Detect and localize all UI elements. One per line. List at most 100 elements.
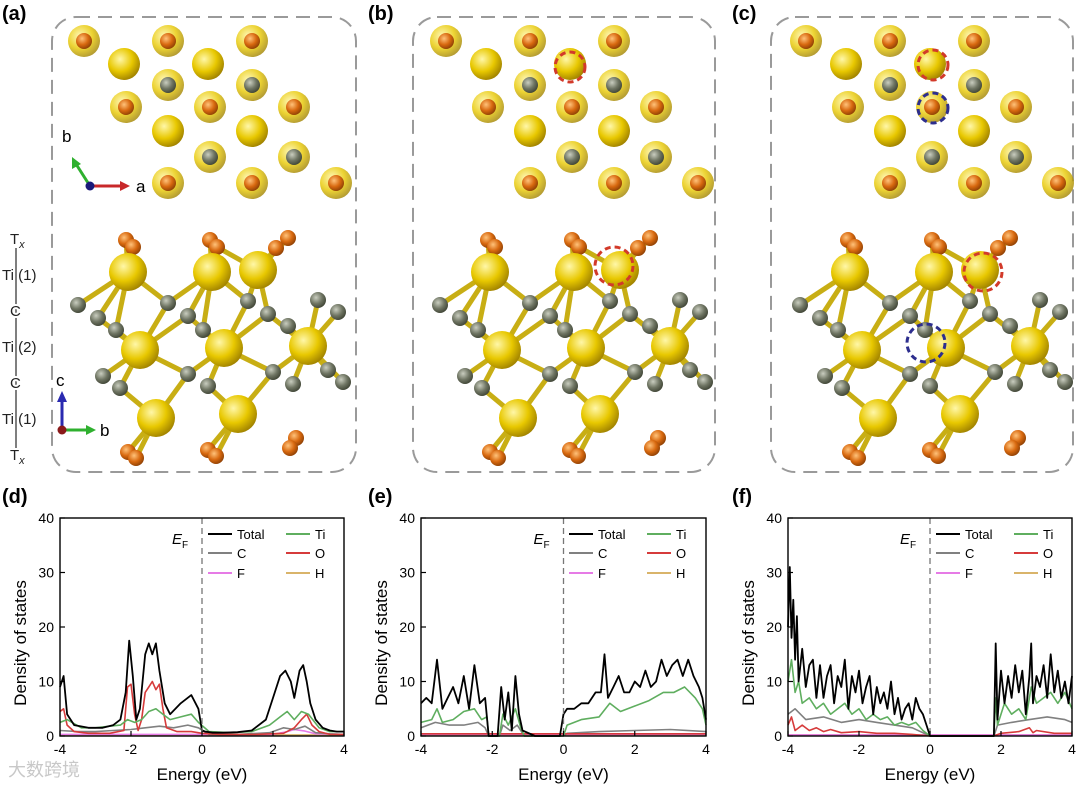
fermi-label: EF: [172, 531, 188, 551]
legend-label-o: O: [1043, 546, 1053, 561]
frame-b: [412, 16, 716, 473]
carbon-atom: [457, 368, 473, 384]
panel-label-e: (e): [368, 486, 392, 508]
c-axis-arrowhead: [57, 391, 67, 402]
x-tick-label: 0: [198, 741, 206, 757]
legend-label-ti: Ti: [315, 527, 325, 542]
carbon-atom: [310, 292, 326, 308]
legend-label-total: Total: [965, 527, 993, 542]
legend-label-c: C: [965, 546, 974, 561]
axis-origin: [85, 181, 95, 191]
carbon-atom: [564, 149, 580, 165]
carbon-atom: [982, 306, 998, 322]
y-tick-label: 30: [399, 565, 415, 581]
carbon-atom: [902, 308, 918, 324]
carbon-atom: [95, 368, 111, 384]
ti-atom: [927, 329, 965, 367]
carbon-atom: [672, 292, 688, 308]
legend-label-f: F: [598, 566, 606, 581]
legend-label-o: O: [315, 546, 325, 561]
legend-label-f: F: [237, 566, 245, 581]
carbon-atom: [1057, 374, 1073, 390]
oxygen-atom: [966, 33, 982, 49]
y-tick-label: 40: [399, 510, 415, 526]
panel-label-a: (a): [2, 3, 26, 25]
oxygen-atom: [125, 239, 141, 255]
carbon-atom: [882, 77, 898, 93]
carbon-atom: [622, 306, 638, 322]
defect-marker-blue: [916, 91, 950, 125]
carbon-atom: [240, 293, 256, 309]
carbon-atom: [522, 77, 538, 93]
fermi-label: EF: [900, 531, 916, 551]
layer-label-ti1-bottom: Ti (1): [2, 411, 36, 428]
oxygen-atom: [160, 175, 176, 191]
ti-atom: [289, 327, 327, 365]
structure-panel-b: [430, 25, 714, 466]
ti-atom: [555, 253, 593, 291]
legend-label-o: O: [676, 546, 686, 561]
series-line-total: [420, 653, 707, 737]
ti-atom: [830, 48, 862, 80]
y-tick-label: 20: [38, 619, 54, 635]
ti-atom: [651, 327, 689, 365]
defect-marker-red: [962, 251, 1004, 293]
oxygen-atom: [1050, 175, 1066, 191]
layer-label-c-top: C: [10, 303, 21, 320]
layer-label-ti1-top: Ti (1): [2, 267, 36, 284]
defect-marker-blue: [905, 322, 947, 364]
x-tick-label: 4: [1068, 741, 1076, 757]
ti-atom: [598, 115, 630, 147]
carbon-atom: [200, 378, 216, 394]
oxygen-atom: [570, 448, 586, 464]
ti-atom: [137, 399, 175, 437]
carbon-atom: [112, 380, 128, 396]
carbon-atom: [924, 149, 940, 165]
x-tick-label: 2: [269, 741, 277, 757]
ti-atom: [874, 115, 906, 147]
oxygen-atom: [847, 239, 863, 255]
ti-atom: [961, 251, 999, 289]
ti-atom: [1011, 327, 1049, 365]
defect-marker-red: [593, 245, 635, 287]
ti-atom: [915, 253, 953, 291]
ti-atom: [239, 251, 277, 289]
oxygen-atom: [966, 175, 982, 191]
carbon-atom: [966, 77, 982, 93]
carbon-atom: [1008, 149, 1024, 165]
y-tick-label: 0: [774, 728, 782, 744]
oxygen-atom: [128, 450, 144, 466]
oxygen-atom: [930, 448, 946, 464]
carbon-atom: [648, 149, 664, 165]
x-axis-label: Energy (eV): [157, 765, 248, 784]
carbon-atom: [70, 297, 86, 313]
oxygen-atom: [160, 33, 176, 49]
oxygen-atom: [328, 175, 344, 191]
x-tick-label: -4: [415, 741, 428, 757]
x-tick-label: 4: [340, 741, 348, 757]
oxygen-atom: [490, 450, 506, 466]
ti-atom: [941, 395, 979, 433]
series-line-c: [787, 707, 1073, 737]
carbon-atom: [557, 322, 573, 338]
legend-label-total: Total: [237, 527, 265, 542]
ti-atom: [470, 48, 502, 80]
axis-indicator-top: a b: [62, 127, 146, 196]
x-tick-label: -2: [486, 741, 499, 757]
carbon-atom: [922, 378, 938, 394]
y-tick-label: 30: [38, 565, 54, 581]
y-tick-label: 20: [766, 619, 782, 635]
carbon-atom: [180, 366, 196, 382]
carbon-atom: [962, 293, 978, 309]
ti-atom: [914, 48, 946, 80]
y-tick-label: 30: [766, 565, 782, 581]
legend-label-h: H: [676, 566, 685, 581]
oxygen-atom: [282, 440, 298, 456]
ti-atom: [843, 331, 881, 369]
carbon-atom: [542, 366, 558, 382]
ti-atom: [219, 395, 257, 433]
carbon-atom: [697, 374, 713, 390]
